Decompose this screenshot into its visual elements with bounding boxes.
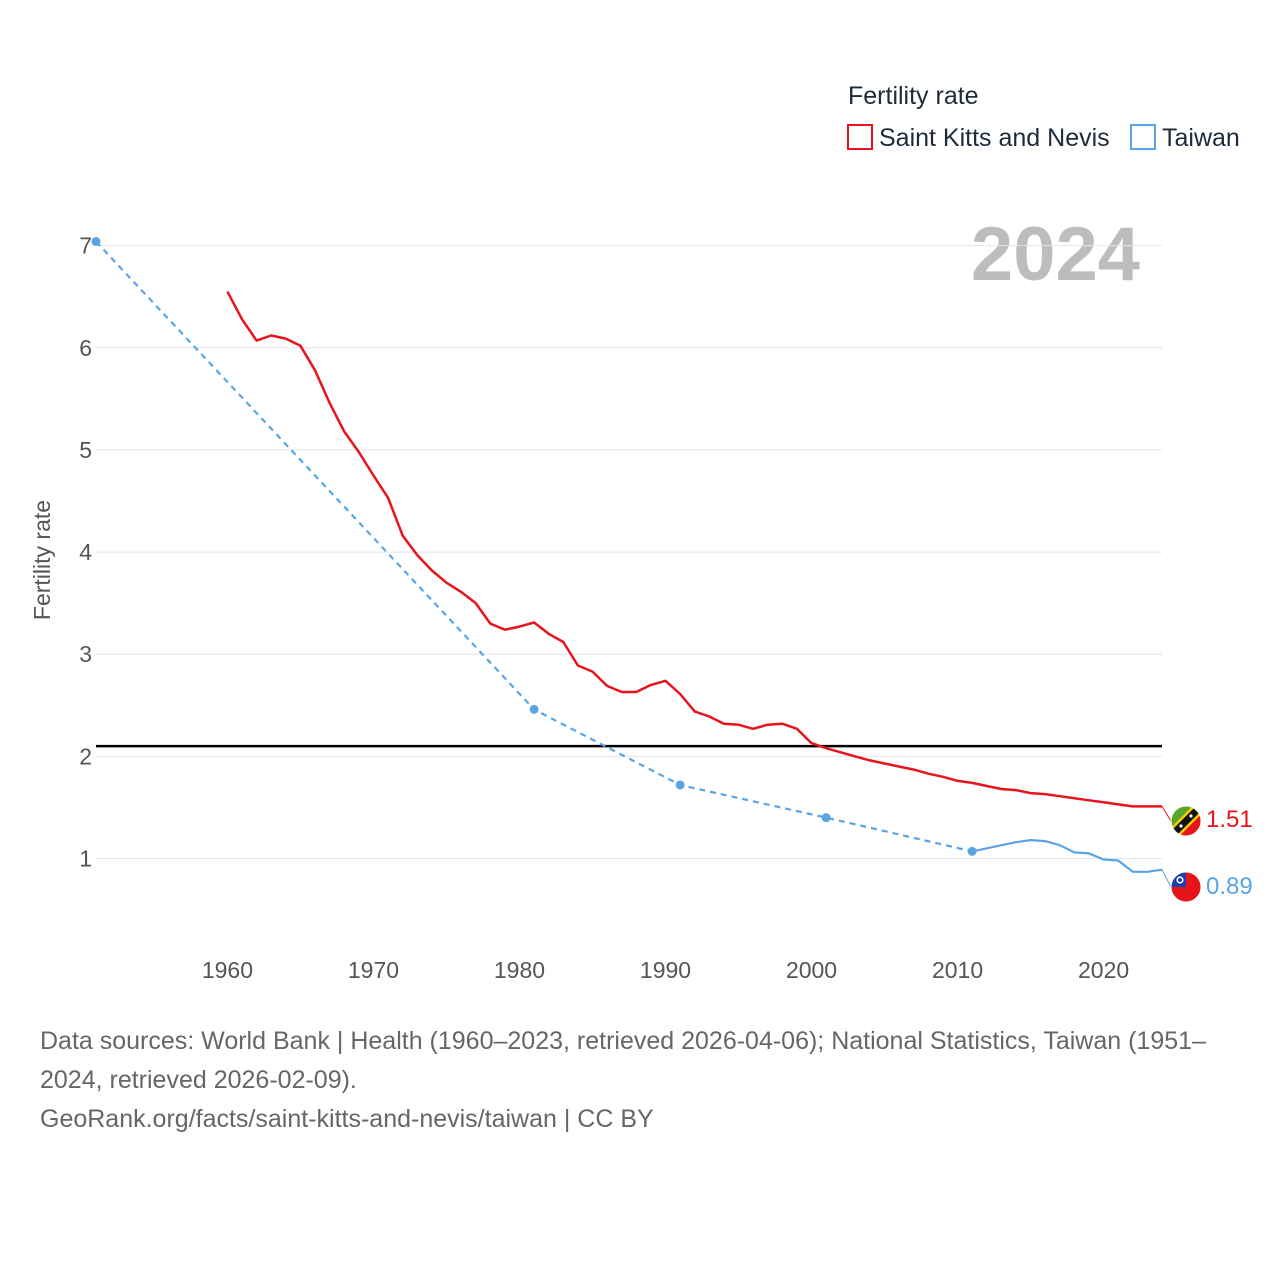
connector-taiwan bbox=[1161, 869, 1172, 888]
legend-label-taiwan: Taiwan bbox=[1162, 124, 1240, 152]
data-point-taiwan-1991 bbox=[675, 780, 685, 790]
legend-swatch-saint-kitts-and-nevis bbox=[847, 124, 873, 150]
x-tick-label-1970: 1970 bbox=[348, 957, 399, 983]
x-tick-label-2000: 2000 bbox=[786, 957, 837, 983]
gridlines bbox=[96, 245, 1162, 859]
series-line-saint-kitts-and-nevis bbox=[226, 291, 1162, 808]
end-label-taiwan: 0.89 bbox=[1206, 873, 1253, 900]
x-tick-label-1990: 1990 bbox=[640, 957, 691, 983]
legend-item-taiwan[interactable]: Taiwan bbox=[1130, 124, 1240, 152]
y-axis-ticks: 1 2 3 4 5 6 7 bbox=[79, 233, 92, 872]
year-label: 2024 bbox=[971, 212, 1140, 297]
y-tick-label-3: 3 bbox=[79, 641, 92, 667]
y-tick-label-2: 2 bbox=[79, 743, 92, 769]
series bbox=[91, 237, 1172, 888]
data-sources: Data sources: World Bank | Health (1960–… bbox=[40, 1027, 1206, 1094]
y-tick-label-5: 5 bbox=[79, 437, 92, 463]
x-tick-label-1960: 1960 bbox=[202, 957, 253, 983]
x-tick-label-2010: 2010 bbox=[932, 957, 983, 983]
legend-swatch-taiwan bbox=[1130, 124, 1156, 150]
end-label-saint-kitts-and-nevis: 1.51 bbox=[1206, 806, 1253, 833]
series-line-taiwan-dashed bbox=[95, 240, 973, 853]
saint-kitts-and-nevis-flag bbox=[1170, 805, 1202, 837]
y-tick-label-4: 4 bbox=[79, 539, 92, 565]
data-point-taiwan-1951 bbox=[91, 237, 101, 247]
x-axis-ticks: 1960 1970 1980 1990 2000 2010 2020 bbox=[202, 957, 1129, 983]
y-axis-title: Fertility rate bbox=[29, 500, 55, 620]
connector-saint-kitts-and-nevis bbox=[1161, 806, 1172, 822]
data-point-taiwan-1981 bbox=[529, 704, 539, 714]
legend: Fertility rate Saint Kitts and Nevis Tai… bbox=[847, 82, 1240, 152]
series-line-taiwan-solid bbox=[971, 839, 1163, 873]
legend-label-saint-kitts-and-nevis: Saint Kitts and Nevis bbox=[879, 124, 1110, 152]
y-tick-label-6: 6 bbox=[79, 335, 92, 361]
x-tick-label-2020: 2020 bbox=[1078, 957, 1129, 983]
x-tick-label-1980: 1980 bbox=[494, 957, 545, 983]
attribution-link[interactable]: GeoRank.org/facts/saint-kitts-and-nevis/… bbox=[40, 1105, 654, 1133]
data-point-taiwan-2011 bbox=[967, 846, 977, 856]
legend-item-saint-kitts-and-nevis[interactable]: Saint Kitts and Nevis bbox=[847, 124, 1110, 152]
fertility-rate-chart: Fertility rate Saint Kitts and Nevis Tai… bbox=[29, 82, 1253, 983]
data-point-taiwan-2001 bbox=[821, 813, 831, 823]
legend-title: Fertility rate bbox=[848, 82, 979, 110]
footer: Data sources: World Bank | Health (1960–… bbox=[40, 1022, 1250, 1139]
taiwan-flag bbox=[1170, 871, 1202, 903]
y-tick-label-7: 7 bbox=[79, 233, 92, 259]
y-tick-label-1: 1 bbox=[79, 846, 92, 872]
